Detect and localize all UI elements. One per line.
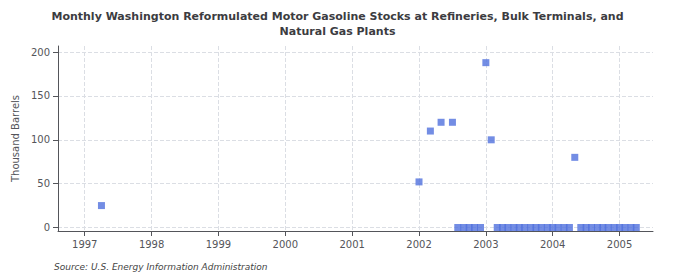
- svg-text:2001: 2001: [339, 239, 364, 250]
- svg-text:2005: 2005: [607, 239, 632, 250]
- svg-text:100: 100: [31, 134, 50, 145]
- svg-text:0: 0: [44, 222, 50, 233]
- svg-text:2003: 2003: [473, 239, 498, 250]
- svg-text:2004: 2004: [540, 239, 565, 250]
- svg-text:150: 150: [31, 90, 50, 101]
- svg-text:1999: 1999: [206, 239, 231, 250]
- svg-text:50: 50: [37, 178, 50, 189]
- svg-text:2000: 2000: [273, 239, 298, 250]
- svg-text:1997: 1997: [72, 239, 97, 250]
- svg-text:Monthly Washington Reformulate: Monthly Washington Reformulated Motor Ga…: [51, 10, 623, 23]
- svg-text:Thousand Barrels: Thousand Barrels: [10, 95, 21, 183]
- svg-text:1998: 1998: [139, 239, 164, 250]
- svg-text:2002: 2002: [406, 239, 431, 250]
- svg-text:Source: U.S. Energy Informatio: Source: U.S. Energy Information Administ…: [54, 262, 268, 272]
- svg-text:200: 200: [31, 47, 50, 58]
- svg-text:Natural Gas Plants: Natural Gas Plants: [280, 25, 396, 38]
